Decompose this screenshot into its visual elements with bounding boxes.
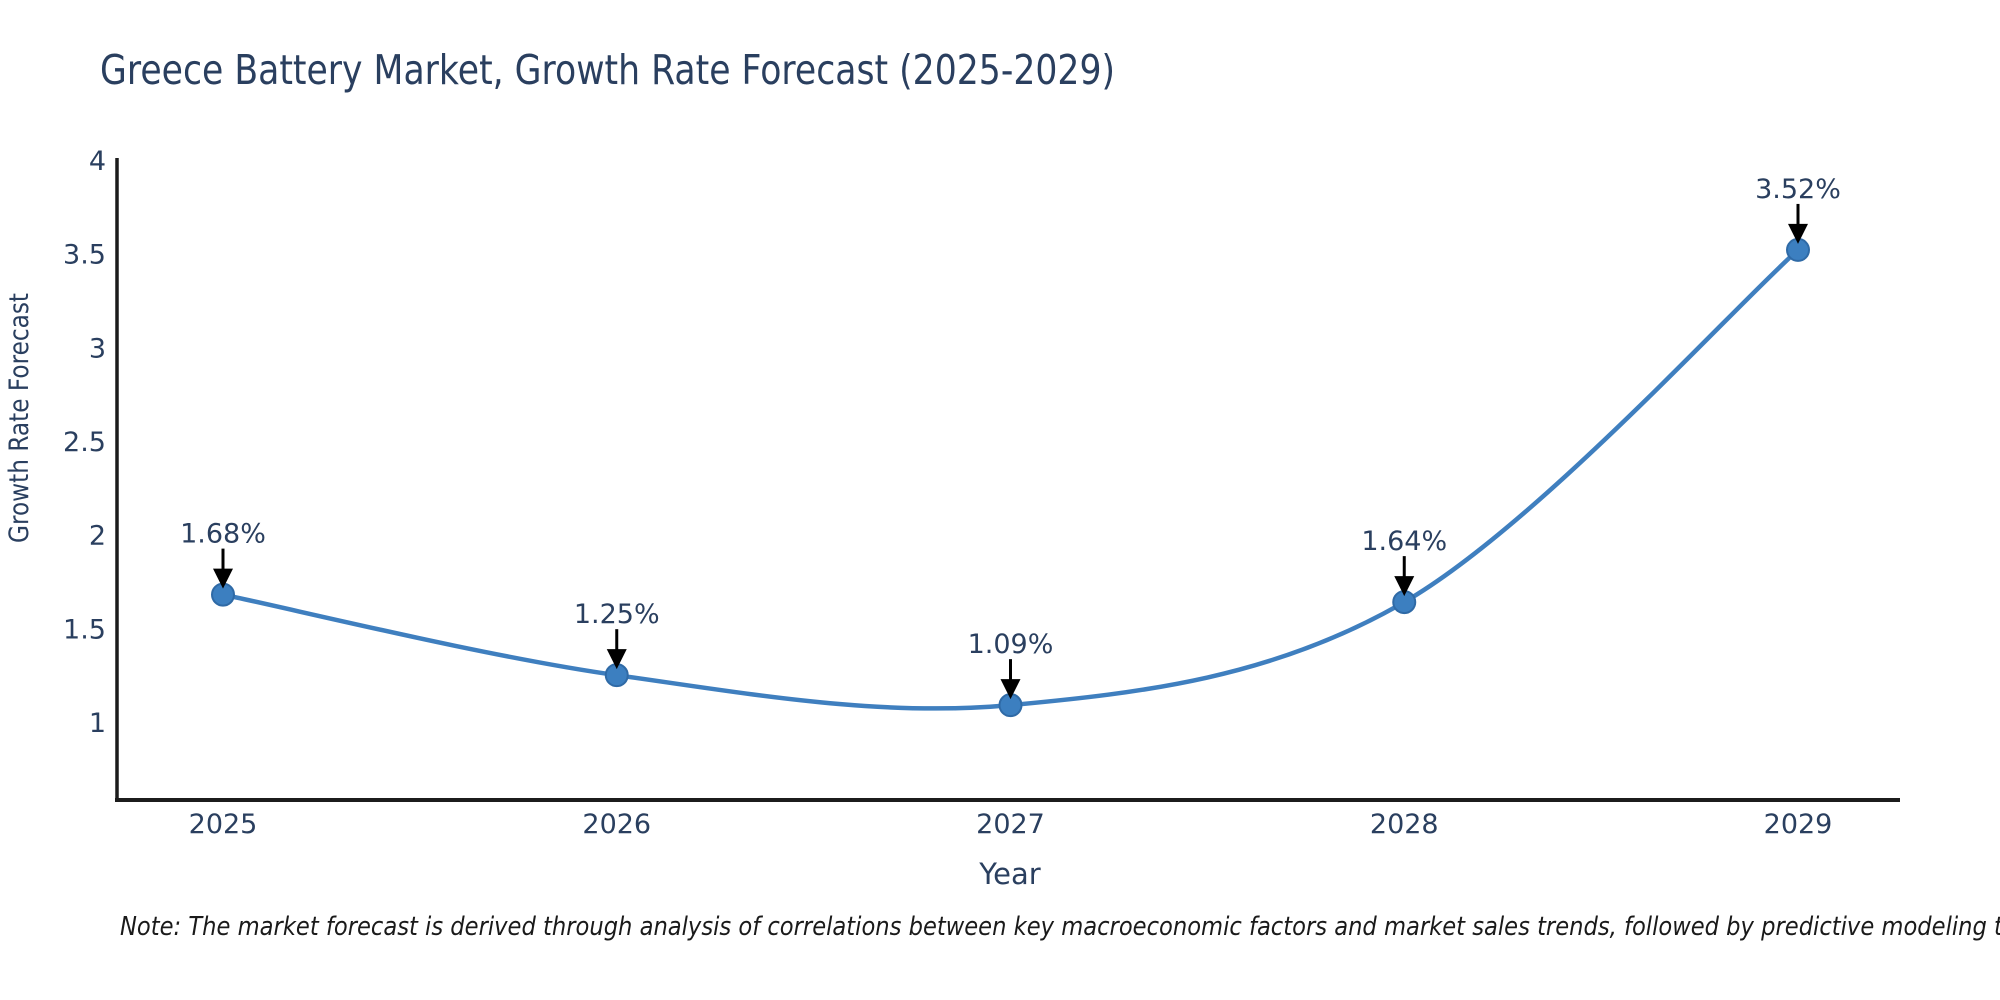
x-tick-label: 2026	[582, 809, 651, 840]
chart-title: Greece Battery Market, Growth Rate Forec…	[100, 46, 1115, 94]
y-tick-label: 3.5	[63, 240, 106, 271]
annotation-arrowhead	[1394, 576, 1415, 597]
x-tick-label: 2028	[1370, 809, 1439, 840]
y-axis-title: Growth Rate Forecast	[4, 293, 35, 543]
y-tick-label: 1	[89, 708, 106, 739]
annotations-group: 1.68% 1.25% 1.09% 1.64% 3.52%	[180, 174, 1841, 700]
point-value-label: 1.64%	[1361, 526, 1447, 557]
y-tick-label: 1.5	[63, 614, 106, 645]
annotation-arrowhead	[1788, 223, 1808, 244]
point-value-label: 3.52%	[1755, 174, 1841, 205]
y-axis-tick-labels: 1 1.5 2 2.5 3 3.5 4	[63, 146, 106, 739]
annotation-arrowhead	[606, 649, 627, 670]
x-tick-label: 2025	[189, 809, 258, 840]
series-group	[211, 237, 1810, 718]
y-tick-label: 2	[89, 521, 106, 552]
y-tick-label: 3	[89, 333, 106, 364]
annotation-arrowhead	[1000, 679, 1021, 700]
x-axis-title: Year	[978, 857, 1040, 891]
point-value-label: 1.68%	[180, 519, 266, 550]
point-value-label: 1.25%	[574, 599, 660, 630]
point-value-label: 1.09%	[968, 629, 1054, 660]
series-line	[222, 248, 1800, 711]
y-tick-label: 4	[89, 146, 106, 177]
y-tick-label: 2.5	[63, 427, 106, 458]
x-axis-tick-labels: 2025 2026 2027 2028 2029	[189, 809, 1833, 840]
x-tick-label: 2027	[976, 809, 1045, 840]
annotation-arrowhead	[213, 568, 233, 589]
x-tick-label: 2029	[1764, 809, 1833, 840]
footnote: Note: The market forecast is derived thr…	[120, 912, 2000, 942]
